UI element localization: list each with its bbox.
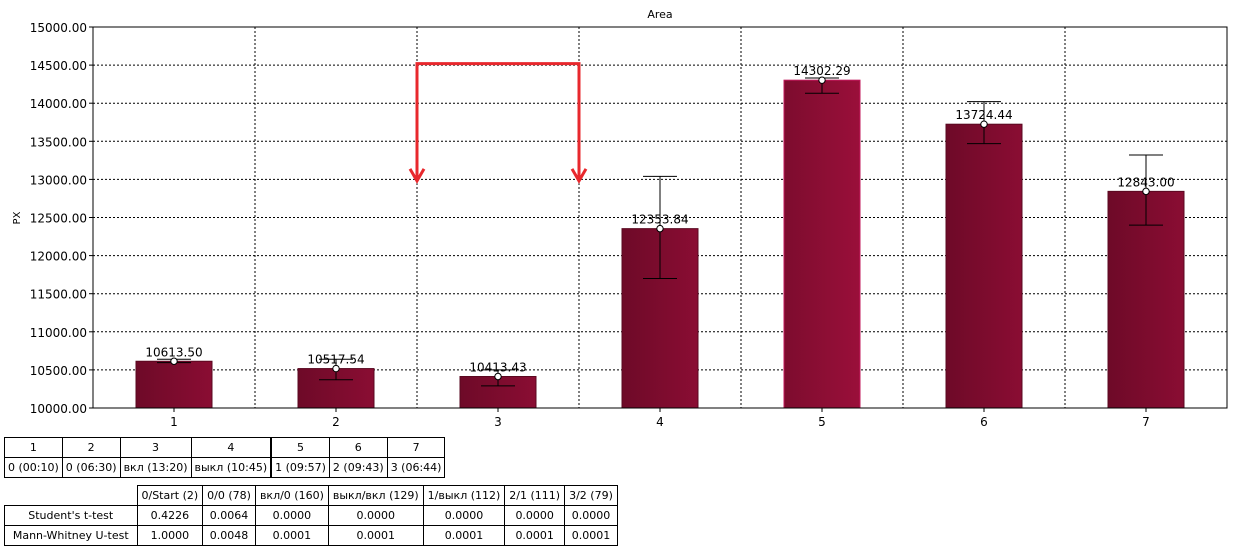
x-tick-label: 5 — [818, 415, 826, 429]
x-tick-label: 2 — [332, 415, 340, 429]
empty-corner-cell — [4, 485, 138, 506]
y-tick-label: 15000.00 — [30, 21, 87, 35]
mean-marker — [1142, 187, 1150, 196]
value-label: 14302.29 — [793, 64, 850, 78]
bar — [945, 123, 1023, 409]
p-value: 0.0000 — [327, 505, 424, 526]
mean-marker — [980, 120, 988, 128]
comparison-header: 0/Start (2) — [136, 485, 204, 506]
legend-value: вкл (13:20) — [119, 457, 192, 478]
legend-value: 0 (00:10) — [4, 457, 63, 478]
axes: 10000.00 10500.00 11000.00 11500.00 12000.00… — [30, 21, 1228, 429]
bar — [783, 79, 861, 409]
value-label: 10413.43 — [469, 360, 526, 374]
p-value: 0.0064 — [202, 505, 256, 526]
p-value: 0.0001 — [504, 525, 566, 546]
legend-value: 2 (09:43) — [328, 457, 388, 478]
y-tick-label: 14500.00 — [30, 59, 87, 73]
comparison-header: 0/0 (78) — [202, 485, 256, 506]
annotation-arrowhead — [570, 168, 588, 184]
annotation-arrowhead — [408, 168, 426, 184]
p-value: 0.0001 — [327, 525, 424, 546]
y-tick-label: 11000.00 — [30, 326, 87, 340]
legend-keys-row: 1 2 3 4 5 6 7 — [4, 437, 446, 458]
annotation-bracket — [415, 62, 581, 179]
p-value: 0.0000 — [564, 505, 618, 526]
x-tick-label: 7 — [1142, 415, 1150, 429]
legend-key: 7 — [386, 437, 446, 458]
p-value: 0.0048 — [202, 525, 256, 546]
test-name: Mann-Whitney U-test — [4, 525, 138, 546]
y-tick-label: 11500.00 — [30, 288, 87, 302]
p-value: 0.4226 — [136, 505, 204, 526]
p-value: 1.0000 — [136, 525, 204, 546]
value-label: 12353.84 — [631, 213, 688, 227]
statistics-table: 0/Start (2) 0/0 (78) вкл/0 (160) выкл/вк… — [4, 485, 618, 546]
legend-key: 2 — [61, 437, 121, 458]
p-value: 0.0000 — [422, 505, 506, 526]
stats-row-mann-whitney: Mann-Whitney U-test 1.0000 0.0048 0.0001… — [4, 525, 618, 546]
comparison-header: 3/2 (79) — [564, 485, 618, 506]
p-value: 0.0001 — [564, 525, 618, 546]
stats-row-t-test: Student's t-test 0.4226 0.0064 0.0000 0.… — [4, 505, 618, 526]
y-axis-label: PX — [12, 211, 23, 224]
legend-value: выкл (10:45) — [190, 457, 272, 478]
mean-marker — [818, 76, 826, 84]
mean-marker — [656, 224, 664, 233]
y-tick-label: 12000.00 — [30, 250, 87, 264]
value-labels: 10613.50 10517.54 10413.43 12353.84 14302.29… — [145, 64, 1175, 381]
value-label: 12843.00 — [1117, 175, 1174, 189]
comparison-header: вкл/0 (160) — [254, 485, 329, 506]
p-value: 0.0001 — [254, 525, 329, 546]
y-tick-label: 13500.00 — [30, 135, 87, 149]
y-tick-label: 10500.00 — [30, 364, 87, 378]
bar-chart: Area PX 10613.50 10517.54 10413.43 12353.84… — [12, 8, 1228, 429]
condition-legend-table: 1 2 3 4 5 6 7 0 (00:10) 0 (06:30) вкл (1… — [4, 437, 446, 478]
y-tick-label: 10000.00 — [30, 402, 87, 416]
legend-key: 1 — [4, 437, 63, 458]
value-label: 10517.54 — [307, 353, 364, 367]
mean-marker — [332, 364, 340, 373]
bar — [297, 368, 375, 409]
y-tick-label: 12500.00 — [30, 212, 87, 226]
test-name: Student's t-test — [4, 505, 138, 526]
bar — [135, 360, 213, 409]
legend-key: 6 — [328, 437, 388, 458]
y-tick-label: 13000.00 — [30, 173, 87, 187]
legend-value: 1 (09:57) — [270, 457, 330, 478]
comparison-header: 2/1 (111) — [504, 485, 566, 506]
x-tick-label: 3 — [494, 415, 502, 429]
legend-key: 5 — [270, 437, 330, 458]
x-tick-label: 6 — [980, 415, 988, 429]
p-value: 0.0000 — [254, 505, 329, 526]
chart-title: Area — [647, 8, 672, 21]
mean-marker — [170, 357, 178, 365]
legend-key: 4 — [190, 437, 272, 458]
p-value: 0.0000 — [504, 505, 566, 526]
legend-value: 0 (06:30) — [61, 457, 121, 478]
legend-key: 3 — [119, 437, 192, 458]
legend-value: 3 (06:44) — [386, 457, 446, 478]
annotation-arrows — [408, 62, 588, 184]
comparison-header: 1/выкл (112) — [422, 485, 506, 506]
x-tick-label: 4 — [656, 415, 664, 429]
comparison-header: выкл/вкл (129) — [327, 485, 424, 506]
stats-header-row: 0/Start (2) 0/0 (78) вкл/0 (160) выкл/вк… — [4, 485, 618, 506]
value-label: 10613.50 — [145, 345, 202, 359]
legend-values-row: 0 (00:10) 0 (06:30) вкл (13:20) выкл (10… — [4, 457, 446, 478]
mean-marker — [494, 372, 502, 381]
x-tick-label: 1 — [170, 415, 178, 429]
value-label: 13724.44 — [955, 108, 1012, 122]
p-value: 0.0001 — [422, 525, 506, 546]
y-tick-label: 14000.00 — [30, 97, 87, 111]
